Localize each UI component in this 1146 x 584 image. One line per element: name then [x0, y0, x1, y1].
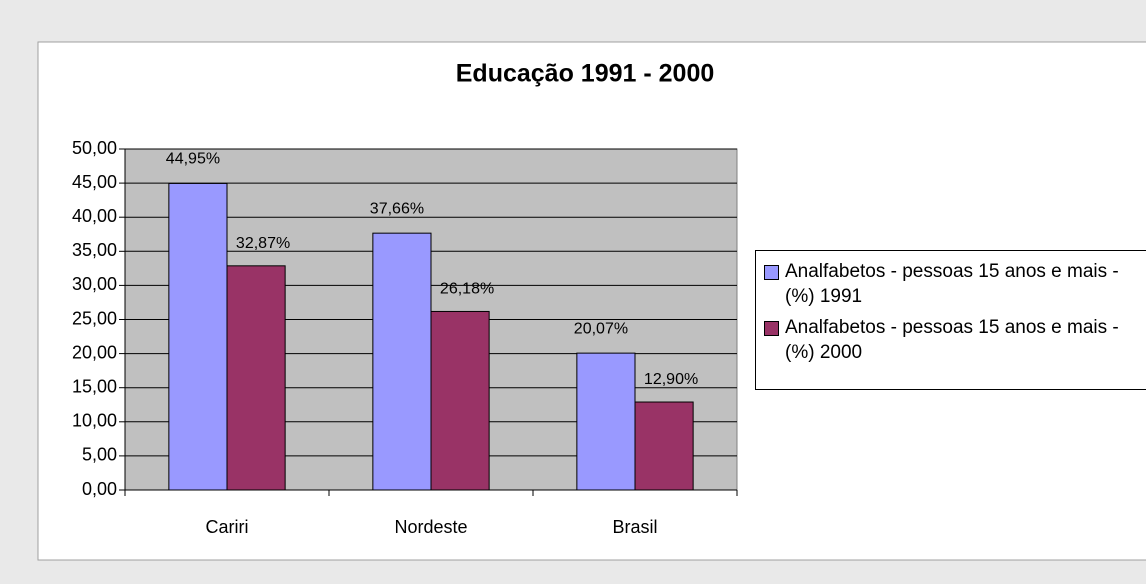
legend-label: Analfabetos - pessoas 15 anos e mais - (… [785, 261, 1119, 307]
y-tick-label: 20,00 [72, 342, 117, 362]
y-tick-label: 5,00 [82, 445, 117, 465]
legend-label: Analfabetos - pessoas 15 anos e mais - (… [785, 317, 1119, 363]
y-tick-label: 50,00 [72, 138, 117, 158]
value-label: 26,18% [440, 281, 494, 298]
x-tick-label: Cariri [206, 517, 249, 537]
bar [576, 352, 636, 491]
chart-title: Educação 1991 - 2000 [456, 60, 715, 88]
y-tick-label: 10,00 [72, 411, 117, 431]
bar [226, 265, 286, 491]
y-tick-label: 0,00 [82, 479, 117, 499]
value-label: 44,95% [166, 151, 220, 168]
y-tick-label: 45,00 [72, 172, 117, 192]
y-tick-label: 30,00 [72, 274, 117, 294]
legend: Analfabetos - pessoas 15 anos e mais - (… [755, 250, 1146, 390]
y-tick-label: 40,00 [72, 206, 117, 226]
value-label: 37,66% [370, 200, 424, 217]
legend-swatch [764, 321, 779, 336]
bar [372, 232, 432, 491]
legend-entry: Analfabetos - pessoas 15 anos e mais - (… [762, 259, 1132, 309]
bar [634, 401, 694, 491]
value-label: 32,87% [236, 235, 290, 252]
legend-swatch [764, 265, 779, 280]
y-tick-label: 15,00 [72, 376, 117, 396]
value-label: 20,07% [574, 320, 628, 337]
x-tick-label: Brasil [612, 517, 657, 537]
x-tick-label: Nordeste [394, 517, 467, 537]
value-label: 12,90% [644, 371, 698, 388]
bar [168, 182, 228, 491]
legend-entry: Analfabetos - pessoas 15 anos e mais - (… [762, 315, 1132, 365]
y-tick-label: 25,00 [72, 308, 117, 328]
y-tick-label: 35,00 [72, 240, 117, 260]
bar [430, 310, 490, 491]
